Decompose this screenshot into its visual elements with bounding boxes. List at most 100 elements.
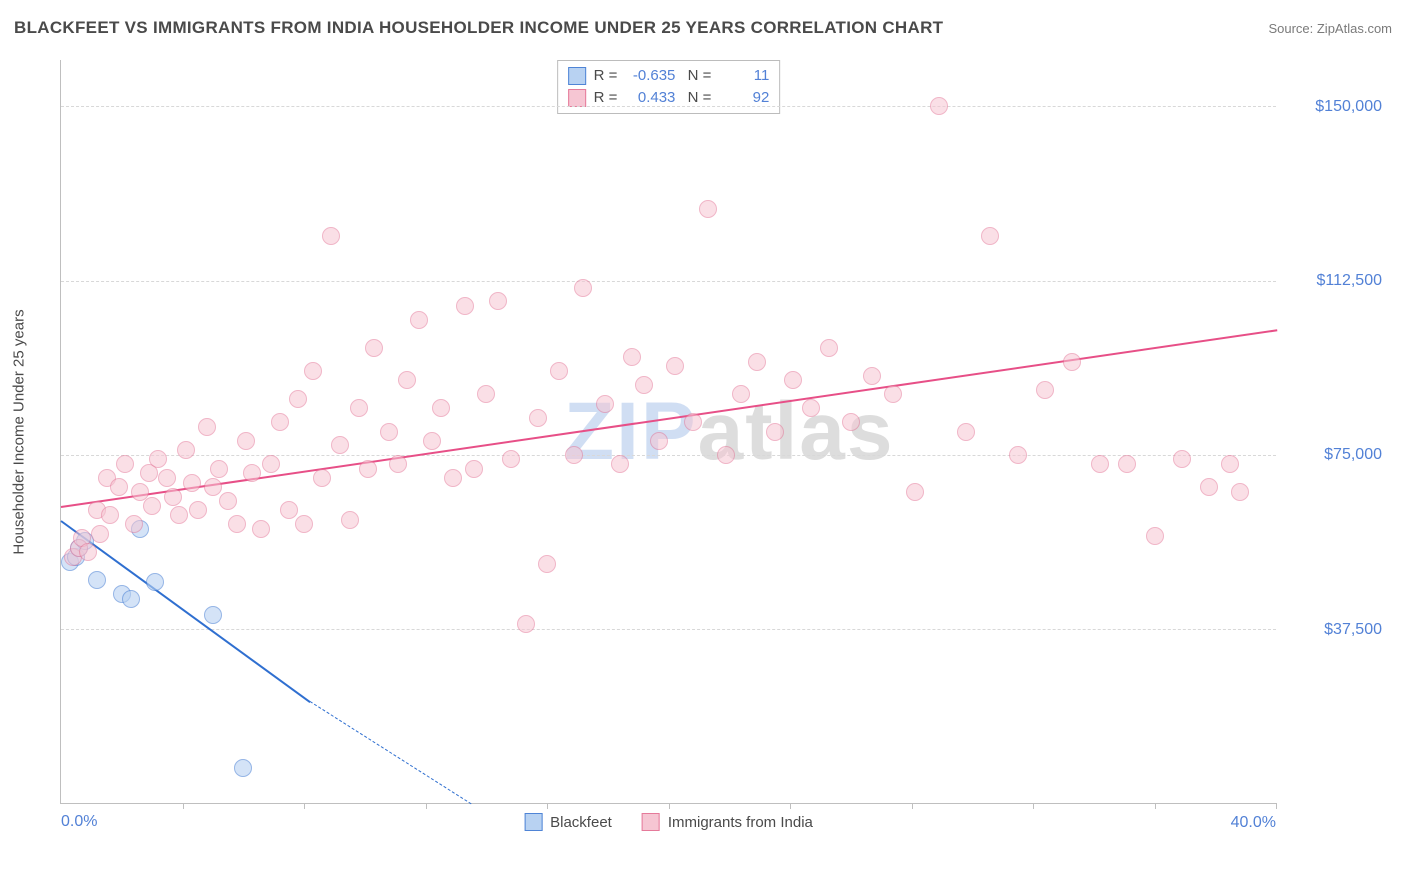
data-point-blackfeet	[146, 573, 164, 591]
x-tick	[669, 803, 670, 809]
data-point-india	[289, 390, 307, 408]
legend-label-india: Immigrants from India	[668, 814, 813, 831]
data-point-india	[198, 418, 216, 436]
data-point-india	[1036, 381, 1054, 399]
y-tick-label: $37,500	[1324, 621, 1382, 639]
data-point-india	[170, 506, 188, 524]
data-point-india	[350, 399, 368, 417]
y-axis-label: Householder Income Under 25 years	[11, 309, 28, 554]
data-point-india	[650, 432, 668, 450]
swatch-blackfeet	[568, 67, 586, 85]
data-point-india	[210, 460, 228, 478]
data-point-india	[717, 446, 735, 464]
data-point-india	[465, 460, 483, 478]
data-point-india	[1063, 353, 1081, 371]
data-point-india	[101, 506, 119, 524]
data-point-india	[410, 311, 428, 329]
data-point-india	[271, 413, 289, 431]
data-point-india	[177, 441, 195, 459]
gridline	[61, 106, 1276, 107]
swatch-india	[568, 89, 586, 107]
data-point-india	[252, 520, 270, 538]
x-start-label: 0.0%	[61, 813, 97, 831]
header: BLACKFEET VS IMMIGRANTS FROM INDIA HOUSE…	[14, 18, 1392, 38]
legend-item-blackfeet: Blackfeet	[524, 813, 612, 831]
data-point-india	[456, 297, 474, 315]
data-point-india	[91, 525, 109, 543]
data-point-india	[784, 371, 802, 389]
data-point-india	[517, 615, 535, 633]
data-point-india	[623, 348, 641, 366]
y-tick-label: $75,000	[1324, 446, 1382, 464]
trend-line	[60, 520, 310, 703]
data-point-india	[341, 511, 359, 529]
data-point-india	[820, 339, 838, 357]
data-point-india	[1146, 527, 1164, 545]
trend-line	[61, 329, 1277, 508]
data-point-india	[295, 515, 313, 533]
data-point-india	[204, 478, 222, 496]
x-tick	[183, 803, 184, 809]
data-point-india	[219, 492, 237, 510]
data-point-india	[432, 399, 450, 417]
data-point-blackfeet	[234, 759, 252, 777]
x-tick	[1155, 803, 1156, 809]
gridline	[61, 281, 1276, 282]
data-point-india	[1231, 483, 1249, 501]
data-point-india	[611, 455, 629, 473]
data-point-india	[489, 292, 507, 310]
data-point-blackfeet	[204, 606, 222, 624]
data-point-india	[529, 409, 547, 427]
data-point-india	[149, 450, 167, 468]
data-point-blackfeet	[88, 571, 106, 589]
data-point-india	[748, 353, 766, 371]
series-legend: Blackfeet Immigrants from India	[524, 813, 813, 831]
data-point-india	[228, 515, 246, 533]
data-point-india	[116, 455, 134, 473]
legend-label-blackfeet: Blackfeet	[550, 814, 612, 831]
data-point-india	[444, 469, 462, 487]
data-point-india	[398, 371, 416, 389]
x-tick	[547, 803, 548, 809]
data-point-india	[981, 227, 999, 245]
data-point-india	[359, 460, 377, 478]
plot-wrap: Householder Income Under 25 years ZIPatl…	[60, 48, 1386, 832]
trend-line	[310, 701, 472, 804]
data-point-india	[538, 555, 556, 573]
y-tick-label: $112,500	[1316, 272, 1382, 290]
chart-container: BLACKFEET VS IMMIGRANTS FROM INDIA HOUSE…	[0, 0, 1406, 892]
legend-swatch-blackfeet	[524, 813, 542, 831]
data-point-india	[863, 367, 881, 385]
data-point-india	[930, 97, 948, 115]
data-point-india	[732, 385, 750, 403]
data-point-india	[1200, 478, 1218, 496]
gridline	[61, 629, 1276, 630]
data-point-india	[565, 446, 583, 464]
data-point-india	[262, 455, 280, 473]
n-value-blackfeet: 11	[719, 65, 769, 87]
data-point-india	[1091, 455, 1109, 473]
x-tick	[790, 803, 791, 809]
x-tick	[1276, 803, 1277, 809]
x-tick	[304, 803, 305, 809]
data-point-india	[164, 488, 182, 506]
data-point-india	[684, 413, 702, 431]
x-tick	[912, 803, 913, 809]
data-point-india	[183, 474, 201, 492]
x-tick	[1033, 803, 1034, 809]
data-point-india	[1173, 450, 1191, 468]
data-point-india	[304, 362, 322, 380]
data-point-india	[158, 469, 176, 487]
chart-title: BLACKFEET VS IMMIGRANTS FROM INDIA HOUSE…	[14, 18, 943, 38]
data-point-india	[635, 376, 653, 394]
data-point-india	[389, 455, 407, 473]
y-tick-label: $150,000	[1315, 98, 1382, 116]
data-point-india	[1221, 455, 1239, 473]
data-point-india	[79, 543, 97, 561]
plot-area: Householder Income Under 25 years ZIPatl…	[60, 60, 1276, 804]
data-point-india	[884, 385, 902, 403]
data-point-india	[1118, 455, 1136, 473]
data-point-india	[550, 362, 568, 380]
data-point-india	[380, 423, 398, 441]
data-point-india	[957, 423, 975, 441]
